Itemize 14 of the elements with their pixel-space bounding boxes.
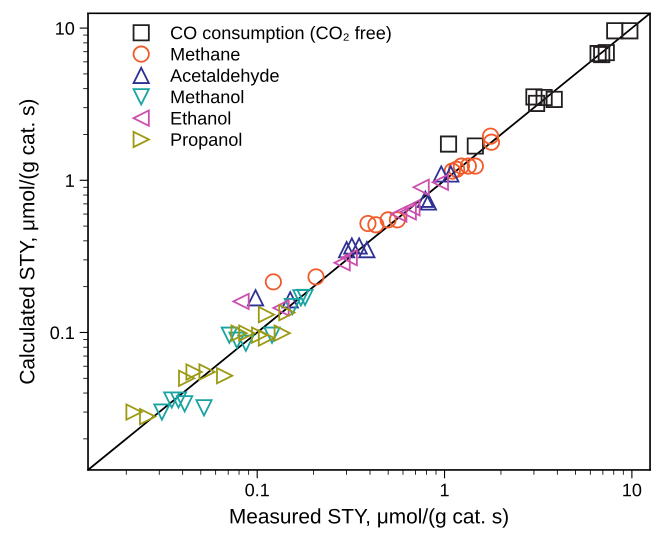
legend-label: Methane — [172, 47, 240, 61]
x-axis-title: Measured STY, μmol/(g cat. s) — [230, 508, 508, 528]
y-tick-label: 0.1 — [50, 326, 74, 340]
x-tick-label: 0.1 — [245, 484, 269, 496]
legend-label: Acetaldehyde — [170, 68, 279, 86]
legend-label: CO consumption (CO₂ free) — [171, 26, 391, 43]
x-tick-label: 10 — [623, 484, 642, 496]
legend-label: Ethanol — [172, 111, 230, 125]
y-axis-title: Calculated STY, μmol/(g cat. s) — [19, 100, 39, 384]
legend-label: Propanol — [172, 132, 242, 150]
x-tick-label: 1 — [440, 484, 449, 496]
legend-label: Methanol — [172, 90, 244, 104]
y-tick-label: 1 — [66, 174, 74, 187]
y-tick-label: 10 — [56, 22, 74, 35]
